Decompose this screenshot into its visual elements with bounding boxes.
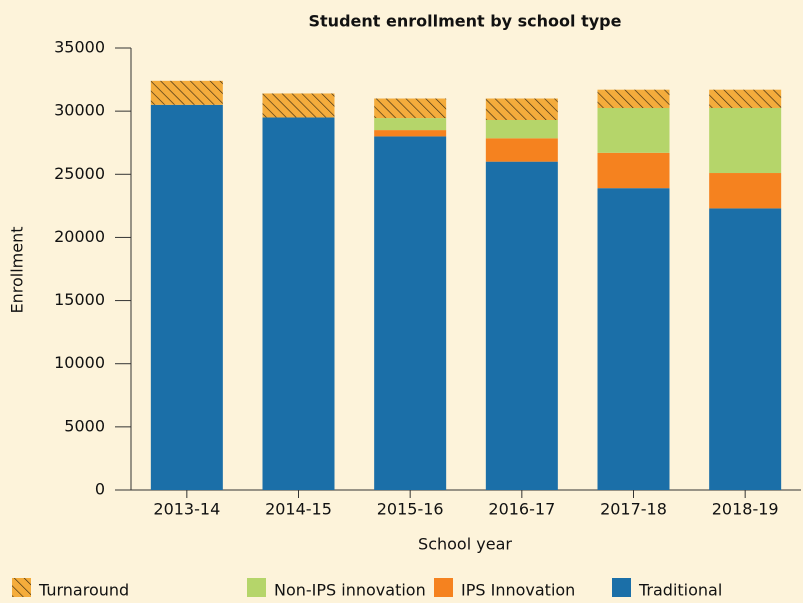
y-tick-label: 0: [95, 480, 105, 499]
y-tick-label: 35000: [54, 38, 105, 57]
bar-segment: [150, 104, 223, 490]
y-tick-label: 10000: [54, 353, 105, 372]
legend-label: Non-IPS innovation: [274, 581, 426, 600]
bar-segment: [597, 188, 670, 491]
bar-segment: [597, 107, 670, 153]
y-tick-label: 5000: [64, 416, 105, 435]
bar-segment: [374, 118, 447, 131]
bar-segment: [597, 89, 670, 108]
x-tick-label: 2018-19: [712, 500, 779, 519]
bar-segment: [709, 173, 782, 209]
bar-segment: [485, 98, 558, 120]
bar-segment: [709, 107, 782, 174]
y-tick-label: 20000: [54, 227, 105, 246]
bar-segment: [374, 130, 447, 137]
x-tick-label: 2014-15: [265, 500, 332, 519]
x-tick-label: 2017-18: [600, 500, 667, 519]
legend-label: Turnaround: [38, 581, 129, 600]
x-tick-label: 2016-17: [488, 500, 555, 519]
y-axis-label: Enrollment: [8, 227, 27, 314]
x-tick-label: 2013-14: [153, 500, 220, 519]
bar-segment: [374, 136, 447, 490]
legend-swatch: [12, 578, 31, 597]
chart-title: Student enrollment by school type: [309, 12, 622, 31]
bar-segment: [485, 161, 558, 490]
bar-segment: [709, 208, 782, 490]
y-tick-label: 25000: [54, 164, 105, 183]
bar-segment: [597, 152, 670, 189]
x-axis-label: School year: [418, 535, 512, 554]
legend-swatch: [434, 578, 453, 597]
legend-label: IPS Innovation: [461, 581, 575, 600]
bar-segment: [262, 117, 335, 490]
legend-swatch: [247, 578, 266, 597]
bar-segment: [150, 80, 223, 105]
bar-segment: [485, 119, 558, 139]
y-tick-label: 15000: [54, 290, 105, 309]
bar-segment: [374, 98, 447, 119]
bar-segment: [262, 93, 335, 118]
bar-segment: [709, 89, 782, 108]
legend-swatch: [612, 578, 631, 597]
x-tick-label: 2015-16: [377, 500, 444, 519]
y-tick-label: 30000: [54, 101, 105, 120]
legend-label: Traditional: [638, 581, 722, 600]
bar-segment: [485, 138, 558, 162]
